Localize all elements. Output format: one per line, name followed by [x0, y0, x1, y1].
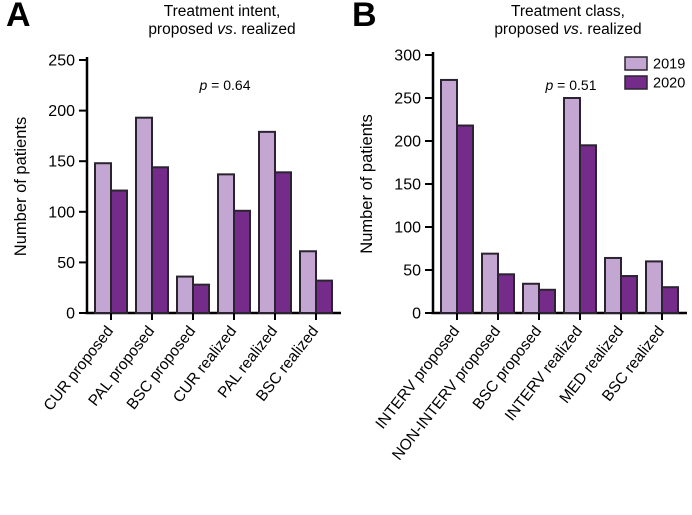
bar-2019 [440, 78, 458, 314]
panel-b-title-line2-post: . realized [578, 21, 642, 38]
panel-a: A Treatment intent, proposed vs. realized… [6, 0, 346, 414]
panel-b-title: Treatment class, proposed vs. realized [444, 3, 692, 39]
y-tick-label: 100 [48, 204, 75, 221]
y-tick-label: 50 [403, 263, 421, 280]
bar-2019 [176, 275, 194, 314]
bar-2020 [620, 275, 638, 314]
bar-2020 [192, 283, 210, 315]
legend-label-2019: 2019 [653, 57, 685, 73]
panel-a-p-value: p = 0.64 [199, 77, 251, 93]
y-tick-label: 150 [394, 177, 421, 194]
bar-2019 [258, 130, 276, 314]
bar-2020 [151, 166, 169, 314]
bar-2020 [315, 279, 333, 314]
y-tick-label: 250 [48, 53, 75, 70]
bar-2020 [456, 124, 474, 314]
y-tick-label: 200 [48, 103, 75, 120]
bar-2019 [94, 162, 112, 314]
bar-2019 [481, 252, 499, 315]
bar-2019 [299, 250, 317, 315]
panel-b: B Treatment class, proposed vs. realized … [346, 0, 692, 515]
bar-2019 [604, 256, 622, 314]
bar-2020 [579, 144, 597, 314]
panel-a-title-line2-pre: proposed [148, 21, 218, 38]
legend-swatch-2020 [624, 75, 648, 90]
y-tick-label: 0 [66, 306, 75, 323]
y-axis-label: Number of patients [12, 117, 30, 256]
y-tick-label: 200 [394, 134, 421, 151]
y-tick-label: 0 [412, 306, 421, 323]
panel-b-title-vs: vs [563, 21, 579, 38]
y-axis-label: Number of patients [358, 114, 376, 253]
bar-2019 [563, 97, 581, 314]
y-tick-label: 50 [57, 255, 75, 272]
panel-b-p-value: p = 0.51 [545, 77, 597, 93]
panel-a-letter: A [6, 0, 31, 34]
y-tick-label: 250 [394, 91, 421, 108]
bar-2020 [274, 171, 292, 314]
panel-b-title-line2-pre: proposed [494, 21, 564, 38]
bar-2019 [522, 282, 540, 315]
legend-swatch-2019 [624, 56, 648, 71]
panel-a-title-line1: Treatment intent, [163, 3, 281, 20]
y-tick-label: 150 [48, 154, 75, 171]
panel-b-letter: B [352, 0, 377, 34]
y-tick-label: 300 [394, 48, 421, 65]
legend-label-2020: 2020 [653, 76, 685, 92]
bar-2020 [233, 209, 251, 314]
bar-2020 [497, 273, 515, 314]
panel-a-title-vs: vs [217, 21, 233, 38]
bar-2019 [135, 116, 153, 314]
bar-2020 [538, 288, 556, 314]
panel-a-title: Treatment intent, proposed vs. realized [98, 3, 346, 39]
panel-a-title-line2-post: . realized [232, 21, 296, 38]
y-tick-label: 100 [394, 220, 421, 237]
bar-2019 [217, 173, 235, 314]
bar-2020 [110, 189, 128, 315]
panel-b-title-line1: Treatment class, [511, 3, 625, 20]
bar-2019 [645, 260, 663, 314]
bar-2020 [661, 286, 679, 315]
